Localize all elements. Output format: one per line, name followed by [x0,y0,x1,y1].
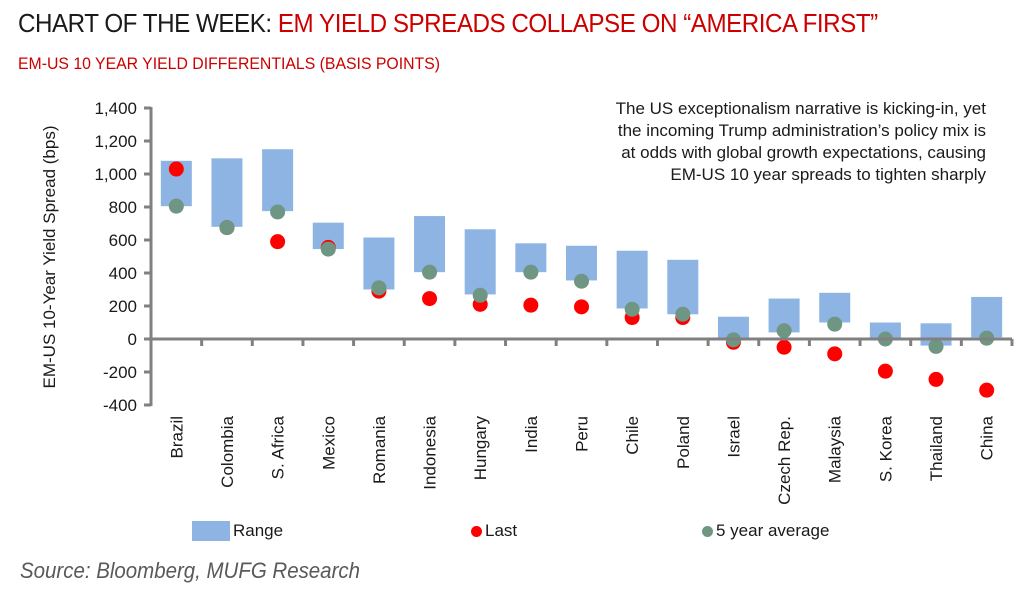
y-tick-label: 400 [109,264,137,283]
legend-item-range: Range [192,519,283,543]
x-tick-label: Romania [370,415,389,484]
last-point [979,382,995,398]
x-tick-label: S. Africa [269,415,288,479]
average-point [320,241,336,257]
average-point [928,338,944,354]
y-tick-label: 1,200 [94,132,137,151]
x-tick-label: Malaysia [826,415,845,483]
x-tick-label: Poland [674,416,693,469]
axes: 1,400 1,200 1,000 800 600 400 200 0 -200 -400 Braz… [94,99,1014,505]
x-tick-label: Czech Rep. [775,416,794,505]
x-tick-label: Brazil [167,416,186,459]
y-tick-label: 1,400 [94,99,137,118]
annotation-line: at odds with global growth expectations,… [621,143,986,162]
source-note: Source: Bloomberg, MUFG Research [20,558,360,583]
annotation-line: EM-US 10 year spreads to tighten sharply [670,165,986,184]
x-tick-label: Hungary [471,416,490,481]
average-point [776,323,792,339]
last-point [877,363,893,379]
average-point [574,273,589,289]
chart-title: CHART OF THE WEEK: EM YIELD SPREADS COLL… [18,8,878,39]
x-tick-label: Colombia [218,415,237,487]
legend-item-average: 5 year average [702,519,829,543]
range-bar [869,322,901,339]
last-point [928,371,944,387]
legend-item-last: Last [471,519,517,543]
x-tick-label: Peru [573,416,592,452]
average-point [624,301,640,317]
average-point [168,198,184,214]
range-bar [616,250,648,309]
legend-last-dot [471,525,482,537]
legend-last-label: Last [485,521,518,540]
y-axis-label: EM-US 10-Year Yield Spread (bps) [40,125,59,388]
average-point [422,264,438,280]
range-bar [971,296,1003,338]
x-tick-label: Indonesia [421,415,440,489]
average-point [219,220,235,236]
plot-marks [160,149,1003,398]
y-tick-label: 0 [128,330,137,349]
x-tick-label: Thailand [927,416,946,481]
chart-title-prefix: CHART OF THE WEEK: [18,8,278,38]
range-bar [262,149,294,212]
annotation-line: the incoming Trump administration’s poli… [617,121,986,140]
x-tick-label: Chile [623,416,642,455]
average-point [371,280,387,296]
chart-title-highlight: EM YIELD SPREADS COLLAPSE ON “AMERICA FI… [277,8,878,38]
y-tick-label: -400 [103,396,137,415]
legend-avg-dot [702,525,713,537]
annotation-line: The US exceptionalism narrative is kicki… [615,99,986,118]
last-point [523,297,539,313]
y-tick-label: 600 [109,231,137,250]
last-point [422,291,438,307]
legend-range-label: Range [233,521,284,540]
average-point [675,306,691,322]
legend-range-swatch [192,521,230,541]
range-bar [414,216,446,273]
y-tick-label: 1,000 [94,165,137,184]
last-point [776,339,792,355]
x-tick-label: Israel [724,416,743,458]
y-tick-label: 800 [109,198,137,217]
x-tick-label: China [978,415,997,460]
x-tick-label: S. Korea [876,415,895,482]
range-bar [667,259,699,315]
x-tick-label: Mexico [319,416,338,470]
range-bar [717,316,749,339]
range-bar [211,158,243,227]
y-tick-label: -200 [103,363,137,382]
last-point [270,234,286,250]
average-point [827,316,843,332]
y-tick-label: 200 [109,297,137,316]
average-point [472,287,488,303]
last-point [827,346,843,362]
chart-subtitle: EM-US 10 YEAR YIELD DIFFERENTIALS (BASIS… [18,54,441,73]
average-point [270,204,286,220]
average-point [523,264,539,280]
legend-avg-label: 5 year average [716,521,830,540]
chart-annotation: The US exceptionalism narrative is kicki… [516,98,986,186]
x-tick-label: India [522,415,541,452]
range-bar [464,229,496,295]
last-point [168,161,184,177]
last-point [574,299,589,315]
